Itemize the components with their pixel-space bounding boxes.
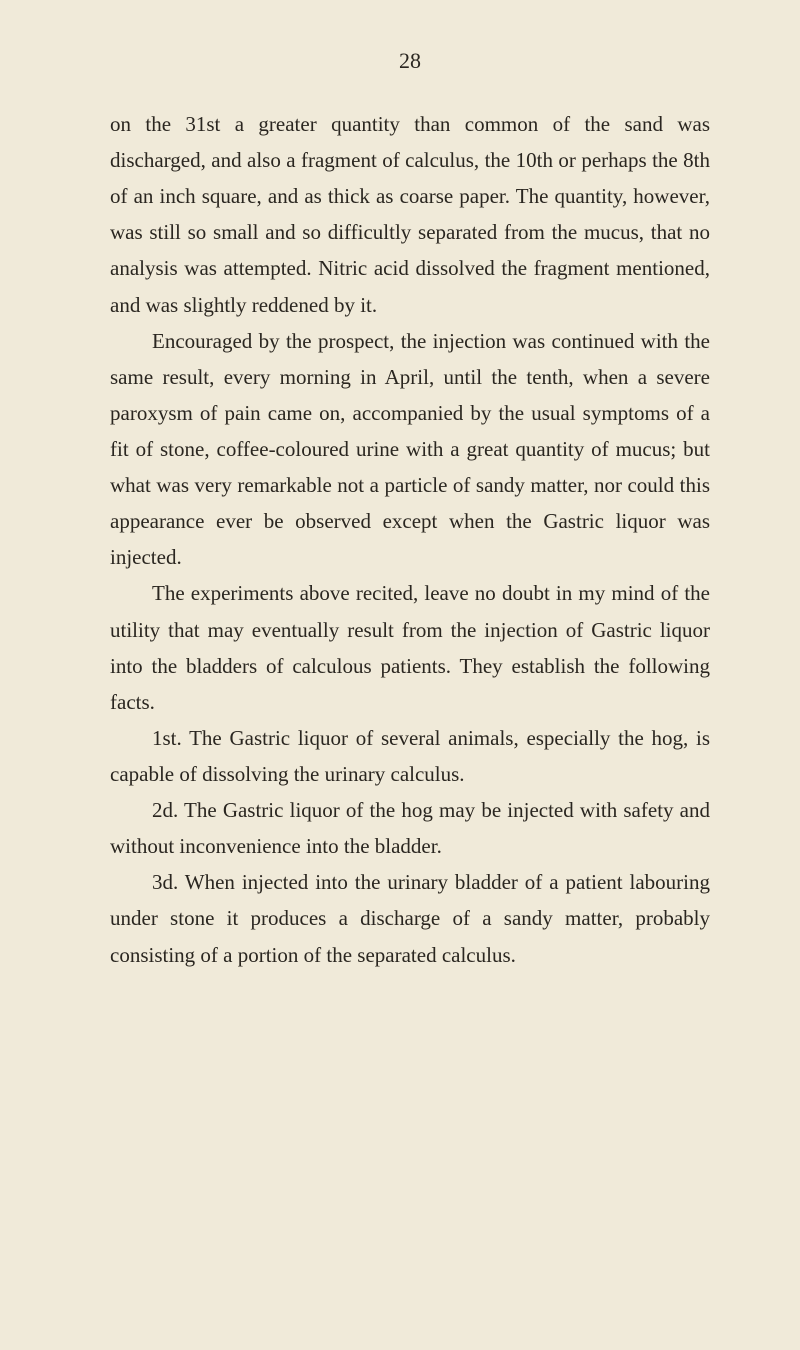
- page-number: 28: [110, 48, 710, 74]
- paragraph-3: The experiments above recited, leave no …: [110, 575, 710, 719]
- paragraph-4: 1st. The Gastric liquor of several anima…: [110, 720, 710, 792]
- paragraph-5: 2d. The Gastric liquor of the hog may be…: [110, 792, 710, 864]
- paragraph-6: 3d. When injected into the urinary bladd…: [110, 864, 710, 972]
- paragraph-2: Encouraged by the prospect, the injectio…: [110, 323, 710, 576]
- page-content: on the 31st a greater quantity than comm…: [110, 106, 710, 973]
- paragraph-1: on the 31st a greater quantity than comm…: [110, 106, 710, 323]
